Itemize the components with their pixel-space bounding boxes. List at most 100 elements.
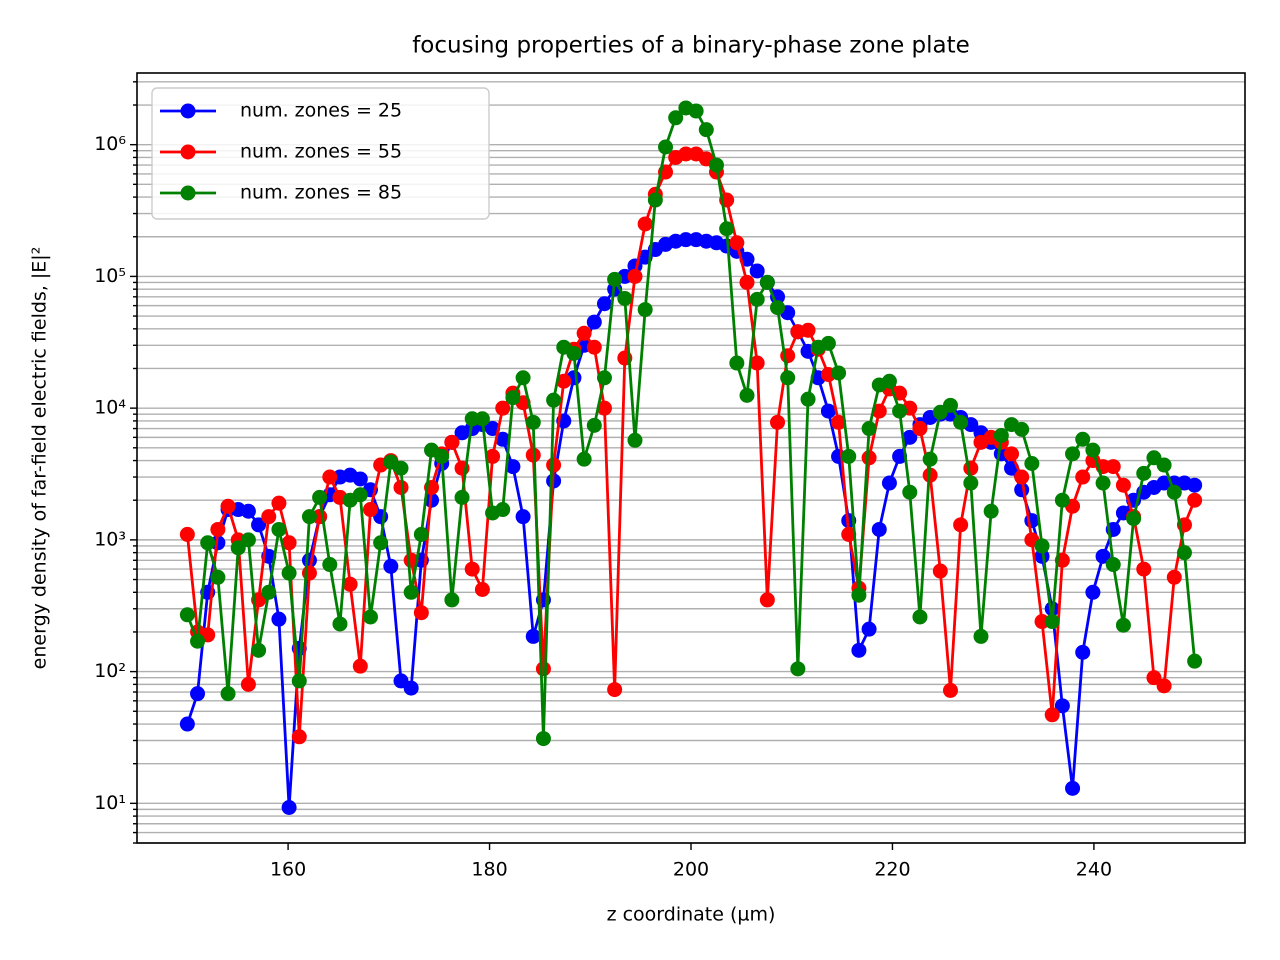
data-point <box>942 397 958 413</box>
series <box>179 100 1203 747</box>
data-point <box>780 370 796 386</box>
data-point <box>1054 492 1070 508</box>
data-point <box>1187 492 1203 508</box>
data-point <box>190 633 206 649</box>
data-point <box>1156 457 1172 473</box>
data-point <box>749 355 765 371</box>
data-point <box>261 509 277 525</box>
data-point <box>881 373 897 389</box>
data-point <box>210 521 226 537</box>
data-point <box>464 561 480 577</box>
data-point <box>454 489 470 505</box>
data-point <box>831 365 847 381</box>
data-point <box>373 535 389 551</box>
data-point <box>352 658 368 674</box>
data-point <box>393 479 409 495</box>
data-point <box>495 400 511 416</box>
data-point <box>413 605 429 621</box>
data-point <box>322 557 338 573</box>
data-point <box>627 268 643 284</box>
data-point <box>1166 484 1182 500</box>
data-point <box>495 502 511 518</box>
data-point <box>1044 614 1060 630</box>
data-point <box>1075 431 1091 447</box>
data-point <box>1095 475 1111 491</box>
data-point <box>200 535 216 551</box>
data-point <box>963 475 979 491</box>
data-point <box>1176 545 1192 561</box>
legend-label: num. zones = 55 <box>240 141 402 163</box>
data-point <box>953 414 969 430</box>
y-tick-label: 10³ <box>94 528 126 550</box>
data-point <box>1115 617 1131 633</box>
x-tick-label: 180 <box>471 859 507 881</box>
data-point <box>1105 557 1121 573</box>
data-point <box>637 216 653 232</box>
y-axis-label: energy density of far-field electric fie… <box>29 247 51 670</box>
data-point <box>515 509 531 525</box>
data-point <box>800 391 816 407</box>
legend-frame <box>151 87 490 220</box>
x-tick-label: 220 <box>874 859 910 881</box>
data-point <box>403 584 419 600</box>
data-point <box>576 325 592 341</box>
data-point <box>230 540 246 556</box>
data-point <box>434 448 450 464</box>
data-point <box>841 448 857 464</box>
data-point <box>1166 569 1182 585</box>
data-point <box>251 517 267 533</box>
legend: num. zones = 25 num. zones = 55 num. zones… <box>151 87 490 220</box>
data-point <box>556 373 572 389</box>
data-point <box>1136 561 1152 577</box>
data-point <box>820 403 836 419</box>
data-point <box>261 584 277 600</box>
data-point <box>240 676 256 692</box>
data-point <box>281 565 297 581</box>
data-point <box>271 495 287 511</box>
data-point <box>729 235 745 251</box>
data-point <box>851 587 867 603</box>
data-point <box>586 314 602 330</box>
data-point <box>586 417 602 433</box>
data-point <box>953 517 969 533</box>
legend-label: num. zones = 85 <box>240 182 402 204</box>
data-point <box>525 628 541 644</box>
plot-area <box>179 100 1203 815</box>
data-point <box>871 403 887 419</box>
data-point <box>190 686 206 702</box>
x-axis-label: z coordinate (µm) <box>607 904 776 926</box>
data-point <box>881 475 897 491</box>
data-point <box>1075 469 1091 485</box>
legend-swatch-marker <box>180 103 196 119</box>
data-point <box>688 103 704 119</box>
data-point <box>1014 421 1030 437</box>
data-point <box>393 460 409 476</box>
data-point <box>617 290 633 306</box>
data-point <box>739 274 755 290</box>
data-point <box>301 565 317 581</box>
data-point <box>362 609 378 625</box>
data-point <box>861 621 877 637</box>
data-point <box>831 414 847 430</box>
y-tick-label: 10¹ <box>94 792 126 814</box>
data-point <box>942 682 958 698</box>
data-point <box>596 296 612 312</box>
data-point <box>912 421 928 437</box>
data-point <box>495 431 511 447</box>
data-point <box>546 392 562 408</box>
data-point <box>240 503 256 519</box>
data-point <box>1044 707 1060 723</box>
data-point <box>291 729 307 745</box>
data-point <box>851 642 867 658</box>
data-point <box>1115 477 1131 493</box>
y-tick-label: 10⁴ <box>94 397 126 419</box>
x-tick-label: 240 <box>1076 859 1112 881</box>
data-point <box>973 628 989 644</box>
data-point <box>1095 548 1111 564</box>
data-point <box>352 487 368 503</box>
data-point <box>607 271 623 287</box>
data-point <box>902 429 918 445</box>
data-point <box>505 390 521 406</box>
data-point <box>922 451 938 467</box>
data-point <box>759 592 775 608</box>
